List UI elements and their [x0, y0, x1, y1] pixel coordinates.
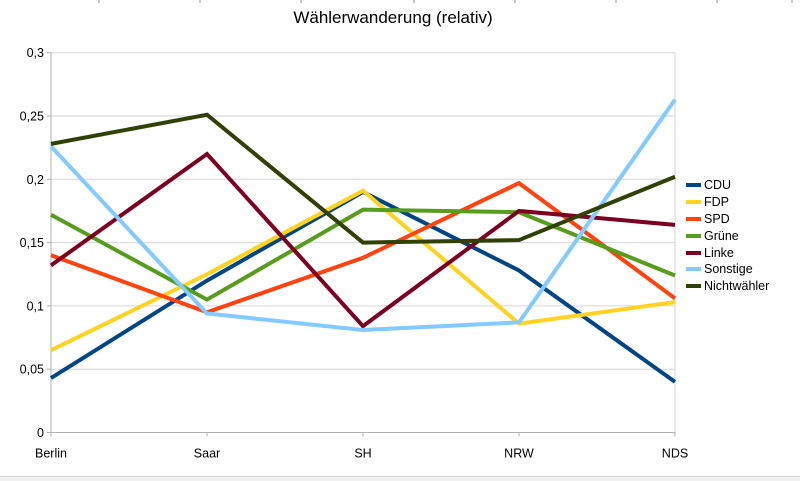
y-tick-label: 0,15 [20, 236, 44, 250]
series-line-grüne [50, 207, 676, 302]
top-edge-artifact [791, 0, 793, 3]
top-edge-artifact [716, 0, 718, 3]
series-line-nichtwähler [50, 112, 676, 245]
chart-title: Wählerwanderung (relativ) [293, 8, 493, 27]
legend-item-cdu: CDU [686, 177, 769, 194]
top-edge-artifact [514, 0, 516, 3]
legend-label: SPD [704, 211, 730, 226]
legend-label: Nichtwähler [704, 279, 770, 294]
top-edge-artifact [300, 0, 302, 3]
y-tick-label: 0,1 [27, 299, 44, 313]
legend-swatch-icon [686, 250, 701, 255]
series-line-cdu [49, 189, 677, 384]
y-tick-label: 0 [37, 426, 44, 440]
series-line-linke [49, 151, 676, 329]
top-edge-artifact [199, 0, 201, 3]
y-tick-label: 0,05 [20, 363, 44, 377]
legend-swatch-icon [686, 267, 701, 272]
legend-swatch-icon [686, 284, 701, 289]
legend-label: Linke [704, 245, 734, 260]
legend-label: Sonstige [704, 262, 753, 277]
legend-item-nichtwähler: Nichtwähler [686, 278, 769, 295]
legend-label: Grüne [704, 228, 739, 243]
top-edge-artifact [98, 0, 100, 3]
legend-swatch-icon [686, 200, 701, 205]
legend-label: CDU [704, 178, 732, 193]
legend-item-sonstige: Sonstige [686, 261, 769, 278]
series-line-fdp [50, 188, 676, 353]
y-tick-label: 0,2 [27, 173, 44, 187]
y-tick-label: 0,25 [20, 110, 44, 124]
bottom-window-edge [0, 476, 800, 481]
x-category-label: NDS [662, 447, 688, 461]
legend-item-linke: Linke [686, 244, 769, 261]
x-category-label: Saar [194, 447, 220, 461]
y-tick-label: 0,3 [27, 46, 44, 60]
legend-swatch-icon [686, 216, 701, 221]
x-category-label: NRW [504, 447, 534, 461]
x-category-label: Berlin [35, 447, 67, 461]
legend-swatch-icon [686, 233, 701, 238]
series-line-sonstige [49, 98, 677, 332]
legend-item-spd: SPD [686, 211, 769, 228]
top-edge-artifact [615, 0, 617, 3]
legend-swatch-icon [686, 183, 701, 188]
legend: CDU FDP SPD Grüne Linke Sonstige Nichtwähler [686, 177, 769, 295]
legend-label: FDP [704, 195, 729, 210]
series-line-spd [50, 180, 677, 315]
legend-item-fdp: FDP [686, 194, 769, 211]
legend-item-grüne: Grüne [686, 227, 769, 244]
x-category-label: SH [354, 447, 371, 461]
top-edge-artifact [413, 0, 415, 3]
